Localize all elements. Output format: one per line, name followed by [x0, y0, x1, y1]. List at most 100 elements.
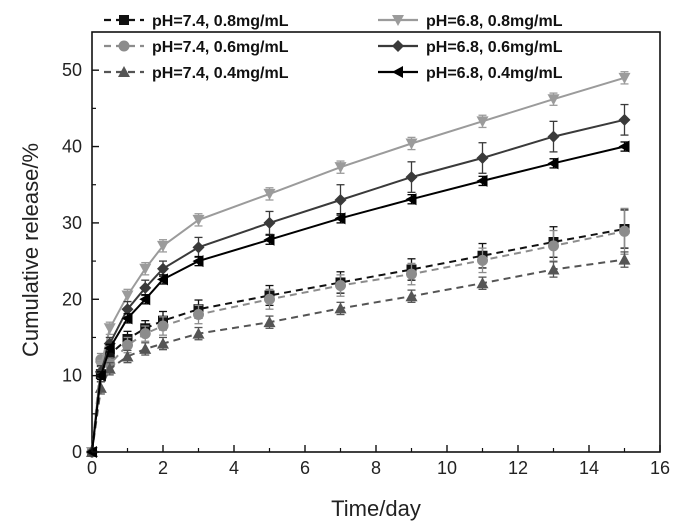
legend-label: pH=6.8, 0.6mg/mL	[426, 39, 563, 56]
data-point	[157, 240, 169, 252]
y-tick-label: 30	[62, 213, 82, 233]
legend-label: pH=7.4, 0.4mg/mL	[152, 65, 289, 82]
x-tick-label: 8	[371, 458, 381, 478]
legend-label: pH=7.4, 0.6mg/mL	[152, 39, 289, 56]
series-line	[91, 258, 625, 453]
legend-item-3: pH=7.4, 0.4mg/mL	[104, 65, 289, 82]
data-point	[157, 337, 169, 349]
data-point	[139, 293, 151, 306]
data-point	[263, 216, 276, 229]
data-point	[139, 328, 151, 340]
legend-label: pH=6.8, 0.8mg/mL	[426, 13, 563, 30]
legend-item-1: pH=7.4, 0.8mg/mL	[104, 13, 289, 30]
series-2	[86, 207, 630, 458]
data-point	[334, 162, 347, 174]
data-point	[94, 369, 106, 382]
data-point	[139, 342, 152, 354]
y-tick-label: 0	[72, 442, 82, 462]
data-point	[405, 290, 418, 302]
data-point	[104, 349, 115, 360]
data-point	[406, 268, 417, 280]
data-point	[103, 323, 116, 335]
data-point	[618, 253, 631, 265]
series-line	[91, 118, 625, 453]
data-point	[405, 138, 418, 150]
data-point	[192, 255, 204, 268]
data-point	[547, 130, 560, 143]
legend-item-6: pH=6.8, 0.4mg/mL	[378, 65, 563, 82]
data-point	[193, 309, 204, 321]
data-point	[618, 113, 631, 126]
data-point	[139, 263, 152, 275]
y-tick-label: 40	[62, 137, 82, 157]
data-point	[263, 188, 276, 200]
legend-swatch-marker	[392, 15, 404, 26]
x-tick-label: 2	[158, 458, 168, 478]
series-5	[86, 103, 631, 458]
legend-swatch-marker	[392, 66, 403, 78]
data-point	[157, 262, 169, 275]
legend-label: pH=6.8, 0.4mg/mL	[426, 65, 563, 82]
data-point	[192, 214, 205, 226]
data-point	[192, 327, 205, 339]
legend-item-4: pH=6.8, 0.8mg/mL	[378, 13, 563, 30]
data-point	[335, 280, 346, 292]
data-point	[103, 362, 116, 374]
x-tick-label: 14	[579, 458, 599, 478]
data-point	[405, 193, 417, 206]
x-tick-label: 12	[508, 458, 528, 478]
legend-swatch-marker	[118, 66, 130, 77]
legend: pH=7.4, 0.8mg/mL pH=7.4, 0.6mg/mL pH=7.4, …	[104, 13, 563, 82]
x-tick-label: 10	[437, 458, 457, 478]
data-point	[476, 116, 489, 128]
data-point	[122, 339, 133, 351]
series-3	[86, 251, 631, 457]
data-point	[547, 94, 560, 106]
y-tick-label: 50	[62, 60, 82, 80]
data-point	[405, 171, 418, 184]
x-tick-label: 4	[229, 458, 239, 478]
y-tick-label: 20	[62, 289, 82, 309]
data-point	[618, 140, 630, 153]
data-point	[334, 194, 347, 206]
data-point	[476, 174, 488, 187]
x-tick-label: 16	[650, 458, 670, 478]
x-axis-title: Time/day	[331, 496, 421, 521]
y-axis-title: Cumulative release/%	[18, 143, 43, 357]
data-point	[264, 293, 275, 305]
y-tick-label: 10	[62, 366, 82, 386]
series-1	[87, 209, 630, 457]
x-tick-label: 0	[87, 458, 97, 478]
data-point	[263, 233, 275, 246]
x-tick-label: 6	[300, 458, 310, 478]
data-point	[618, 72, 631, 84]
data-point	[476, 152, 489, 164]
legend-item-5: pH=6.8, 0.6mg/mL	[378, 39, 563, 56]
data-point	[334, 212, 346, 225]
data-point	[619, 225, 630, 237]
legend-swatch-marker	[392, 40, 404, 52]
legend-item-2: pH=7.4, 0.6mg/mL	[104, 39, 289, 56]
data-point	[334, 302, 347, 314]
data-point	[476, 277, 489, 289]
data-point	[263, 316, 276, 328]
legend-swatch-marker	[118, 40, 130, 52]
series-line	[91, 76, 625, 453]
data-point	[547, 263, 560, 275]
data-point	[121, 350, 134, 362]
data-point	[192, 241, 205, 254]
data-point	[121, 303, 134, 316]
legend-swatch-marker	[119, 15, 129, 25]
data-point	[157, 273, 168, 286]
data-point	[477, 254, 488, 266]
data-point	[157, 320, 169, 332]
data-point	[121, 312, 133, 325]
data-point	[103, 342, 115, 355]
series-6	[86, 140, 630, 458]
series-line	[91, 145, 625, 453]
legend-label: pH=7.4, 0.8mg/mL	[152, 13, 289, 30]
data-point	[139, 281, 152, 294]
data-point	[121, 290, 134, 302]
data-point	[548, 240, 559, 252]
